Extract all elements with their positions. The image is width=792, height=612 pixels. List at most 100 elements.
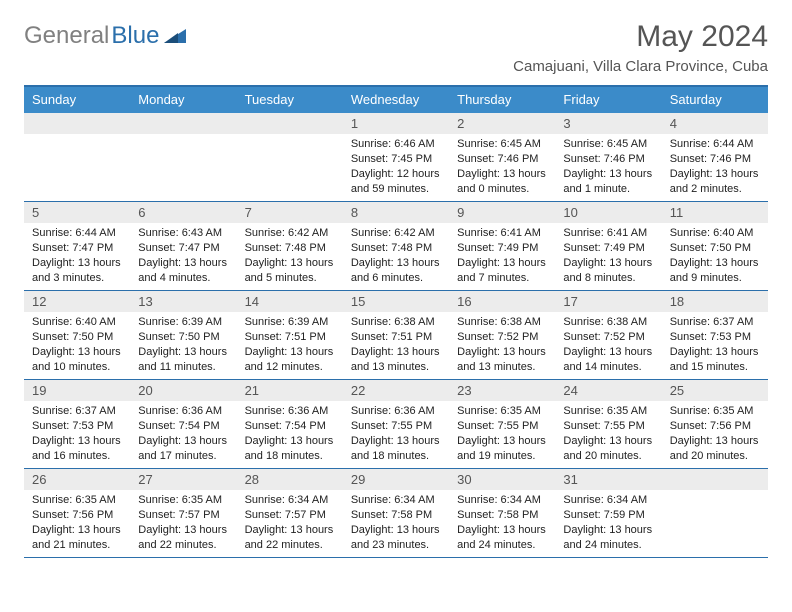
day-number: 20	[130, 380, 236, 401]
title-block: May 2024 Camajuani, Villa Clara Province…	[513, 20, 768, 75]
sunset-text: Sunset: 7:46 PM	[457, 152, 547, 167]
day-number: 13	[130, 291, 236, 312]
daylight-text: Daylight: 13 hours and 10 minutes.	[32, 345, 122, 375]
sunset-text: Sunset: 7:56 PM	[670, 419, 760, 434]
day-details: Sunrise: 6:39 AMSunset: 7:50 PMDaylight:…	[130, 312, 236, 378]
sunrise-text: Sunrise: 6:38 AM	[351, 315, 441, 330]
daylight-text: Daylight: 13 hours and 18 minutes.	[245, 434, 335, 464]
calendar-cell: 23Sunrise: 6:35 AMSunset: 7:55 PMDayligh…	[449, 380, 555, 468]
sunrise-text: Sunrise: 6:35 AM	[670, 404, 760, 419]
day-number: 24	[555, 380, 661, 401]
day-details: Sunrise: 6:34 AMSunset: 7:57 PMDaylight:…	[237, 490, 343, 556]
day-number: 23	[449, 380, 555, 401]
daylight-text: Daylight: 13 hours and 18 minutes.	[351, 434, 441, 464]
day-details: Sunrise: 6:41 AMSunset: 7:49 PMDaylight:…	[449, 223, 555, 289]
daylight-text: Daylight: 13 hours and 24 minutes.	[457, 523, 547, 553]
calendar-cell: 10Sunrise: 6:41 AMSunset: 7:49 PMDayligh…	[555, 202, 661, 290]
daylight-text: Daylight: 13 hours and 23 minutes.	[351, 523, 441, 553]
calendar-cell: 24Sunrise: 6:35 AMSunset: 7:55 PMDayligh…	[555, 380, 661, 468]
sunset-text: Sunset: 7:47 PM	[32, 241, 122, 256]
calendar-week: 19Sunrise: 6:37 AMSunset: 7:53 PMDayligh…	[24, 380, 768, 469]
day-details: Sunrise: 6:36 AMSunset: 7:55 PMDaylight:…	[343, 401, 449, 467]
day-details: Sunrise: 6:35 AMSunset: 7:57 PMDaylight:…	[130, 490, 236, 556]
day-details: Sunrise: 6:42 AMSunset: 7:48 PMDaylight:…	[237, 223, 343, 289]
day-number: 15	[343, 291, 449, 312]
daylight-text: Daylight: 13 hours and 22 minutes.	[138, 523, 228, 553]
logo-text-blue: Blue	[111, 22, 159, 50]
daylight-text: Daylight: 13 hours and 0 minutes.	[457, 167, 547, 197]
daylight-text: Daylight: 13 hours and 15 minutes.	[670, 345, 760, 375]
day-details: Sunrise: 6:34 AMSunset: 7:59 PMDaylight:…	[555, 490, 661, 556]
calendar-cell: 14Sunrise: 6:39 AMSunset: 7:51 PMDayligh…	[237, 291, 343, 379]
calendar-cell: 26Sunrise: 6:35 AMSunset: 7:56 PMDayligh…	[24, 469, 130, 557]
calendar-cell: 9Sunrise: 6:41 AMSunset: 7:49 PMDaylight…	[449, 202, 555, 290]
sunrise-text: Sunrise: 6:35 AM	[32, 493, 122, 508]
calendar-week: 1Sunrise: 6:46 AMSunset: 7:45 PMDaylight…	[24, 113, 768, 202]
weekday-label: Wednesday	[343, 87, 449, 113]
day-details: Sunrise: 6:35 AMSunset: 7:56 PMDaylight:…	[24, 490, 130, 556]
day-details: Sunrise: 6:46 AMSunset: 7:45 PMDaylight:…	[343, 134, 449, 200]
sunrise-text: Sunrise: 6:41 AM	[457, 226, 547, 241]
sunset-text: Sunset: 7:47 PM	[138, 241, 228, 256]
daylight-text: Daylight: 13 hours and 2 minutes.	[670, 167, 760, 197]
daylight-text: Daylight: 13 hours and 6 minutes.	[351, 256, 441, 286]
daylight-text: Daylight: 12 hours and 59 minutes.	[351, 167, 441, 197]
calendar-cell: 29Sunrise: 6:34 AMSunset: 7:58 PMDayligh…	[343, 469, 449, 557]
sunset-text: Sunset: 7:58 PM	[457, 508, 547, 523]
sunrise-text: Sunrise: 6:34 AM	[563, 493, 653, 508]
logo-text-gray: General	[24, 22, 109, 50]
daylight-text: Daylight: 13 hours and 19 minutes.	[457, 434, 547, 464]
calendar-week: 5Sunrise: 6:44 AMSunset: 7:47 PMDaylight…	[24, 202, 768, 291]
sunrise-text: Sunrise: 6:41 AM	[563, 226, 653, 241]
sunrise-text: Sunrise: 6:36 AM	[245, 404, 335, 419]
sunrise-text: Sunrise: 6:35 AM	[563, 404, 653, 419]
sunrise-text: Sunrise: 6:44 AM	[670, 137, 760, 152]
sunrise-text: Sunrise: 6:40 AM	[32, 315, 122, 330]
day-details: Sunrise: 6:36 AMSunset: 7:54 PMDaylight:…	[237, 401, 343, 467]
day-number: 31	[555, 469, 661, 490]
sunrise-text: Sunrise: 6:45 AM	[563, 137, 653, 152]
day-number: 4	[662, 113, 768, 134]
sunrise-text: Sunrise: 6:34 AM	[245, 493, 335, 508]
day-details: Sunrise: 6:40 AMSunset: 7:50 PMDaylight:…	[24, 312, 130, 378]
day-number: 30	[449, 469, 555, 490]
sunset-text: Sunset: 7:50 PM	[32, 330, 122, 345]
calendar-cell: 30Sunrise: 6:34 AMSunset: 7:58 PMDayligh…	[449, 469, 555, 557]
calendar-page: GeneralBlue May 2024 Camajuani, Villa Cl…	[0, 0, 792, 558]
daylight-text: Daylight: 13 hours and 13 minutes.	[351, 345, 441, 375]
calendar-cell: 15Sunrise: 6:38 AMSunset: 7:51 PMDayligh…	[343, 291, 449, 379]
daylight-text: Daylight: 13 hours and 9 minutes.	[670, 256, 760, 286]
sunset-text: Sunset: 7:46 PM	[670, 152, 760, 167]
day-details	[24, 134, 130, 194]
daylight-text: Daylight: 13 hours and 20 minutes.	[670, 434, 760, 464]
calendar-cell: 17Sunrise: 6:38 AMSunset: 7:52 PMDayligh…	[555, 291, 661, 379]
location-subtitle: Camajuani, Villa Clara Province, Cuba	[513, 58, 768, 75]
calendar-week: 26Sunrise: 6:35 AMSunset: 7:56 PMDayligh…	[24, 469, 768, 558]
day-number	[662, 469, 768, 490]
sunrise-text: Sunrise: 6:44 AM	[32, 226, 122, 241]
daylight-text: Daylight: 13 hours and 5 minutes.	[245, 256, 335, 286]
daylight-text: Daylight: 13 hours and 24 minutes.	[563, 523, 653, 553]
weekday-label: Thursday	[449, 87, 555, 113]
day-details: Sunrise: 6:37 AMSunset: 7:53 PMDaylight:…	[662, 312, 768, 378]
day-number: 28	[237, 469, 343, 490]
sunrise-text: Sunrise: 6:38 AM	[457, 315, 547, 330]
sunrise-text: Sunrise: 6:45 AM	[457, 137, 547, 152]
day-details: Sunrise: 6:35 AMSunset: 7:56 PMDaylight:…	[662, 401, 768, 467]
weeks-container: 1Sunrise: 6:46 AMSunset: 7:45 PMDaylight…	[24, 113, 768, 558]
day-details: Sunrise: 6:45 AMSunset: 7:46 PMDaylight:…	[449, 134, 555, 200]
day-number: 25	[662, 380, 768, 401]
sunset-text: Sunset: 7:49 PM	[563, 241, 653, 256]
sunrise-text: Sunrise: 6:46 AM	[351, 137, 441, 152]
calendar-cell: 8Sunrise: 6:42 AMSunset: 7:48 PMDaylight…	[343, 202, 449, 290]
day-number: 22	[343, 380, 449, 401]
sunset-text: Sunset: 7:53 PM	[32, 419, 122, 434]
daylight-text: Daylight: 13 hours and 21 minutes.	[32, 523, 122, 553]
calendar-cell: 25Sunrise: 6:35 AMSunset: 7:56 PMDayligh…	[662, 380, 768, 468]
sunset-text: Sunset: 7:59 PM	[563, 508, 653, 523]
calendar-week: 12Sunrise: 6:40 AMSunset: 7:50 PMDayligh…	[24, 291, 768, 380]
day-details: Sunrise: 6:38 AMSunset: 7:51 PMDaylight:…	[343, 312, 449, 378]
calendar-cell: 21Sunrise: 6:36 AMSunset: 7:54 PMDayligh…	[237, 380, 343, 468]
day-details: Sunrise: 6:44 AMSunset: 7:46 PMDaylight:…	[662, 134, 768, 200]
daylight-text: Daylight: 13 hours and 17 minutes.	[138, 434, 228, 464]
